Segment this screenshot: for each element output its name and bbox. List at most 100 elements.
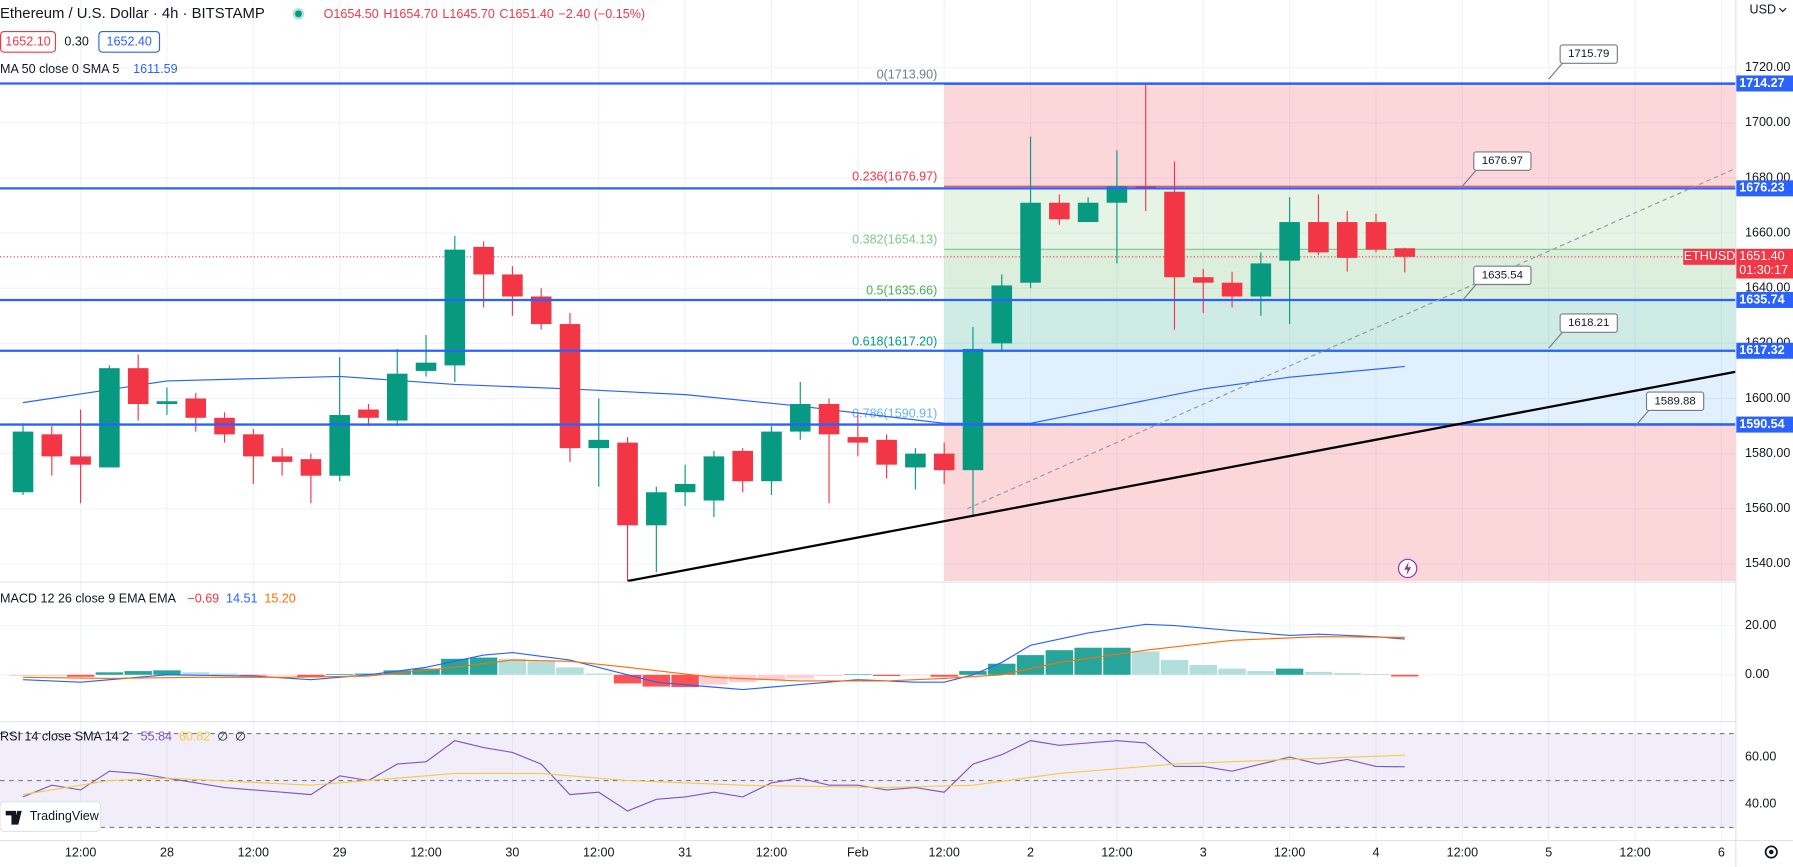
close-value: C1651.40 — [499, 7, 553, 21]
ohlc-legend: O1654.50 H1654.70 L1645.70 C1651.40 −2.40 (−… — [324, 7, 645, 21]
candle-body — [156, 401, 178, 405]
settings-icon[interactable] — [1764, 845, 1778, 859]
macd-histogram-bar — [1189, 664, 1217, 675]
macd-histogram-bar — [613, 674, 642, 684]
x-tick-label: 6 — [1718, 845, 1725, 859]
candle-body — [214, 417, 235, 435]
candle-body — [386, 373, 408, 421]
note-box — [1559, 44, 1618, 64]
candle-body — [1308, 222, 1329, 253]
y-tick-label: 1700.00 — [1745, 115, 1790, 129]
x-tick-label: 31 — [678, 845, 692, 859]
high-value: H1654.70 — [383, 7, 437, 21]
macd-tick-label: 20.00 — [1745, 618, 1776, 632]
rsi-legend: RSI 14 close SMA 14 2 55.84 60.82 ∅ ∅ — [0, 730, 246, 744]
currency-caret[interactable] — [1778, 7, 1787, 13]
x-tick-label: 29 — [333, 845, 347, 859]
macd-histogram-bar — [268, 674, 296, 676]
macd-histogram-bar — [153, 670, 181, 675]
symbol-label: ETHUSD — [1684, 249, 1736, 263]
x-tick-label: Feb — [847, 845, 869, 859]
x-tick-label: 12:00 — [1101, 845, 1132, 859]
logo-text[interactable]: TradingView — [30, 809, 100, 823]
rsi-title: RSI 14 close SMA 14 2 — [0, 730, 129, 744]
macd-histogram-bar — [412, 668, 440, 675]
x-tick-label: 12:00 — [756, 845, 787, 859]
candle-body — [588, 439, 610, 449]
note-pointer — [1461, 169, 1477, 187]
signal-line — [22, 636, 1405, 682]
candle-body — [761, 431, 782, 482]
candle-body — [271, 456, 293, 462]
fib-label: 0.5(1635.66) — [866, 283, 937, 297]
x-tick-label: 5 — [1545, 845, 1552, 859]
y-tick-label: 1600.00 — [1745, 391, 1790, 405]
note-box — [1559, 313, 1618, 333]
level-axis-box — [1735, 291, 1793, 308]
macd-histogram-bar — [239, 674, 268, 676]
macd-histogram-bar — [585, 673, 613, 675]
note-pointer — [1461, 284, 1477, 301]
logo-icon[interactable] — [5, 810, 22, 825]
fib-label: 0(1713.90) — [877, 68, 938, 82]
settings-core[interactable] — [1768, 849, 1774, 855]
candle-body — [329, 415, 350, 476]
macd-histogram-bar — [786, 674, 814, 679]
ma-name: MA 50 close 0 SMA 5 — [0, 62, 119, 76]
x-tick-label: 12:00 — [1274, 845, 1305, 859]
macd-histogram-bar — [1131, 651, 1160, 675]
y-tick-label: 1540.00 — [1745, 556, 1790, 570]
level-axis-box — [1735, 75, 1793, 92]
x-tick-label: 12:00 — [65, 845, 96, 859]
ask-price[interactable]: 1652.40 — [107, 35, 152, 49]
macd-histogram-bar — [210, 673, 239, 675]
candle-body — [962, 348, 984, 471]
level-axis-label: 1714.27 — [1739, 76, 1784, 90]
logo-box[interactable] — [0, 801, 102, 833]
rsi-extra: ∅ — [235, 730, 246, 744]
macd-histogram-bar — [297, 674, 325, 677]
event-bolt[interactable] — [1404, 561, 1412, 576]
y-tick-label: 1560.00 — [1745, 501, 1790, 515]
macd-histogram-bar — [38, 674, 66, 677]
macd-histogram-bar — [66, 674, 95, 677]
level-axis-label: 1676.23 — [1739, 181, 1784, 195]
note-label: 1635.54 — [1482, 269, 1524, 281]
fib-label: 0.786(1590.91) — [852, 407, 937, 421]
bid-box[interactable] — [0, 30, 57, 53]
macd-legend: MACD 12 26 close 9 EMA EMA −0.69 14.51 15.2… — [0, 592, 296, 606]
y-tick-label: 1720.00 — [1745, 60, 1790, 74]
macd-histogram-bar — [95, 672, 124, 675]
macd-title: MACD 12 26 close 9 EMA EMA — [0, 592, 177, 606]
currency[interactable]: USD — [1750, 3, 1777, 17]
macd-histogram-bar — [757, 674, 786, 680]
candle-body — [703, 456, 725, 501]
x-tick-label: 12:00 — [1447, 845, 1478, 859]
macd-histogram-bar — [930, 674, 958, 677]
trendline — [966, 167, 1737, 510]
note-pointer — [1548, 62, 1563, 80]
candle-body — [12, 431, 34, 493]
symbol-title: Ethereum / U.S. Dollar · 4h · BITSTAMP — [0, 6, 265, 22]
candle-body — [530, 296, 552, 325]
x-tick-label: 12:00 — [1619, 845, 1650, 859]
candle-body — [617, 442, 638, 526]
macd-histogram-bar — [498, 658, 527, 675]
note-label: 1676.97 — [1482, 155, 1523, 167]
bid-price[interactable]: 1652.10 — [5, 35, 50, 49]
macd-histogram-bar — [1275, 668, 1304, 675]
candle-body — [559, 324, 581, 449]
low-value: L1645.70 — [442, 7, 494, 21]
candle-body — [444, 249, 466, 366]
change-value: −2.40 (−0.15%) — [558, 7, 645, 21]
candle-body — [1049, 202, 1070, 220]
macd-histogram-bar — [700, 674, 728, 685]
macd-histogram-bar — [1074, 647, 1102, 675]
last-price-box — [1735, 248, 1793, 279]
macd-histogram-bar — [9, 674, 37, 677]
note-label: 1589.88 — [1654, 395, 1695, 407]
countdown: 01:30:17 — [1739, 263, 1788, 277]
ask-box[interactable] — [98, 30, 161, 53]
spread: 0.30 — [64, 35, 88, 49]
